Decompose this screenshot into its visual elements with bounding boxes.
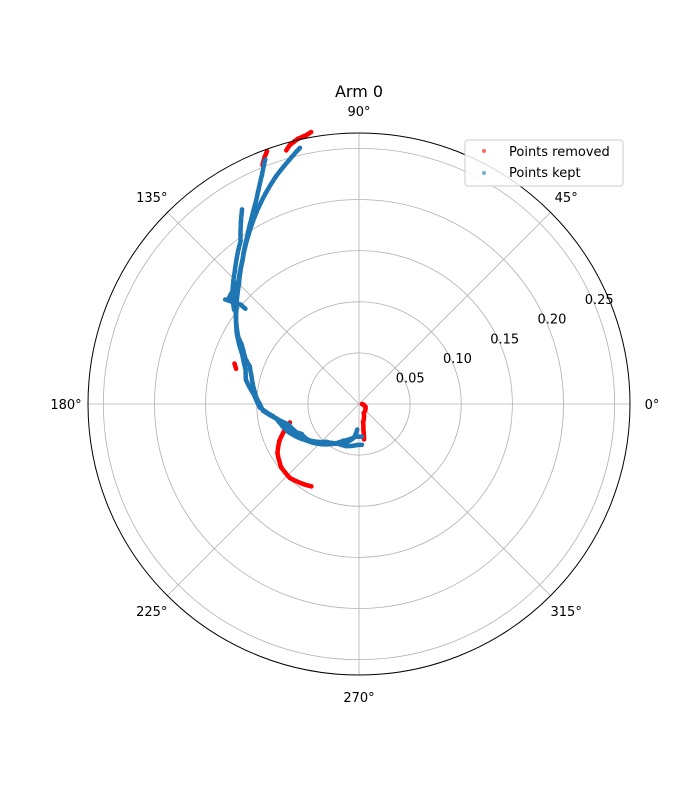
angular-gridline: [358, 212, 551, 405]
legend-marker-kept: [482, 171, 486, 175]
data-point: [359, 442, 365, 448]
series-points-kept: [222, 145, 365, 449]
r-tick-label: 0.15: [490, 332, 519, 347]
legend-label-kept: Points kept: [509, 166, 581, 181]
data-points: [222, 129, 368, 489]
angular-gridline: [358, 403, 551, 596]
theta-tick-label: 90°: [347, 105, 370, 120]
tick-labels: 0° 45° 90° 135° 180° 225° 270° 315° 0.05 0.10 0.15…: [50, 105, 659, 706]
legend: Points removed Points kept: [464, 139, 624, 187]
angular-gridline: [167, 403, 360, 596]
theta-tick-label: 45°: [555, 191, 578, 206]
theta-tick-label: 225°: [136, 605, 167, 620]
data-point: [354, 427, 360, 432]
data-point: [359, 434, 365, 439]
r-tick-label: 0.10: [443, 352, 472, 367]
data-point: [243, 306, 248, 312]
theta-tick-label: 180°: [50, 398, 81, 413]
theta-tick-label: 270°: [343, 691, 374, 706]
legend-label-removed: Points removed: [509, 145, 610, 160]
data-point: [309, 484, 314, 489]
chart-title: Arm 0: [335, 82, 383, 101]
r-tick-label: 0.20: [537, 313, 566, 328]
data-point: [226, 296, 231, 301]
legend-marker-removed: [482, 149, 486, 153]
data-point: [233, 366, 239, 372]
data-point: [284, 148, 289, 153]
series-points-removed: [232, 129, 368, 489]
grid: [88, 133, 630, 675]
r-tick-label: 0.05: [396, 371, 425, 386]
theta-tick-label: 135°: [136, 191, 167, 206]
r-tick-label: 0.25: [585, 293, 614, 308]
data-point: [231, 307, 237, 313]
legend-box: [464, 139, 624, 187]
theta-tick-label: 315°: [551, 605, 582, 620]
outer-spine: [87, 132, 631, 676]
theta-tick-label: 0°: [645, 398, 660, 413]
angular-gridline: [167, 212, 360, 405]
